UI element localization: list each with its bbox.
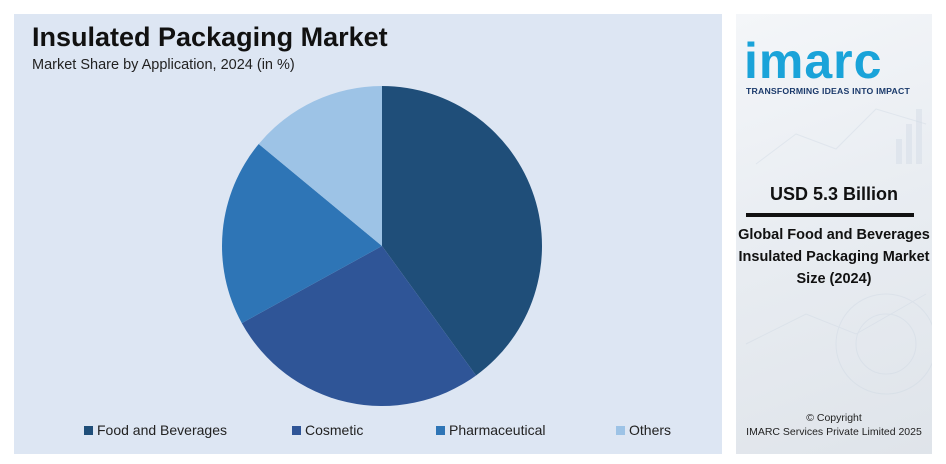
pie-slice-pharmaceutical bbox=[221, 144, 382, 324]
chart-panel: Insulated Packaging Market Market Share … bbox=[14, 14, 722, 454]
legend-label: Pharmaceutical bbox=[449, 422, 546, 438]
legend-swatch bbox=[292, 425, 301, 435]
legend-label: Food and Beverages bbox=[97, 422, 227, 438]
legend-swatch bbox=[84, 425, 93, 435]
legend-label: Others bbox=[629, 422, 672, 438]
pie-slice-cosmetic bbox=[241, 246, 477, 407]
imarc-logo: imarc bbox=[744, 33, 883, 89]
legend-swatch bbox=[436, 425, 445, 435]
pie-chart bbox=[221, 86, 543, 407]
background-decoration bbox=[745, 108, 932, 395]
chart-subtitle: Market Share by Application, 2024 (in %) bbox=[32, 57, 295, 73]
market-size-value: USD 5.3 Billion bbox=[769, 184, 899, 204]
market-size-description: Global Food and Beverages Insulated Pack… bbox=[738, 227, 930, 287]
pie-slice-others bbox=[258, 86, 382, 246]
divider-rule bbox=[746, 213, 914, 217]
copyright-notice: © Copyright IMARC Services Private Limit… bbox=[736, 411, 932, 439]
chart-legend: Food and Beverages Cosmetic Pharmaceutical… bbox=[84, 422, 704, 442]
side-panel: imarc TRANSFORMING IDEAS INTO IMPACT USD… bbox=[736, 14, 932, 454]
chart-title: Insulated Packaging Market bbox=[32, 22, 388, 52]
pie-slice-food-and-beverages bbox=[382, 86, 543, 376]
logo-tagline: TRANSFORMING IDEAS INTO IMPACT bbox=[746, 86, 910, 96]
copyright-line-2: IMARC Services Private Limited 2025 bbox=[746, 426, 922, 438]
copyright-line-1: © Copyright bbox=[806, 412, 862, 424]
legend-item: Pharmaceutical bbox=[436, 422, 546, 438]
legend-swatch bbox=[616, 425, 625, 435]
legend-item: Cosmetic bbox=[292, 422, 363, 438]
legend-item: Food and Beverages bbox=[84, 422, 227, 438]
legend-label: Cosmetic bbox=[305, 422, 364, 438]
legend-item: Others bbox=[616, 422, 671, 438]
